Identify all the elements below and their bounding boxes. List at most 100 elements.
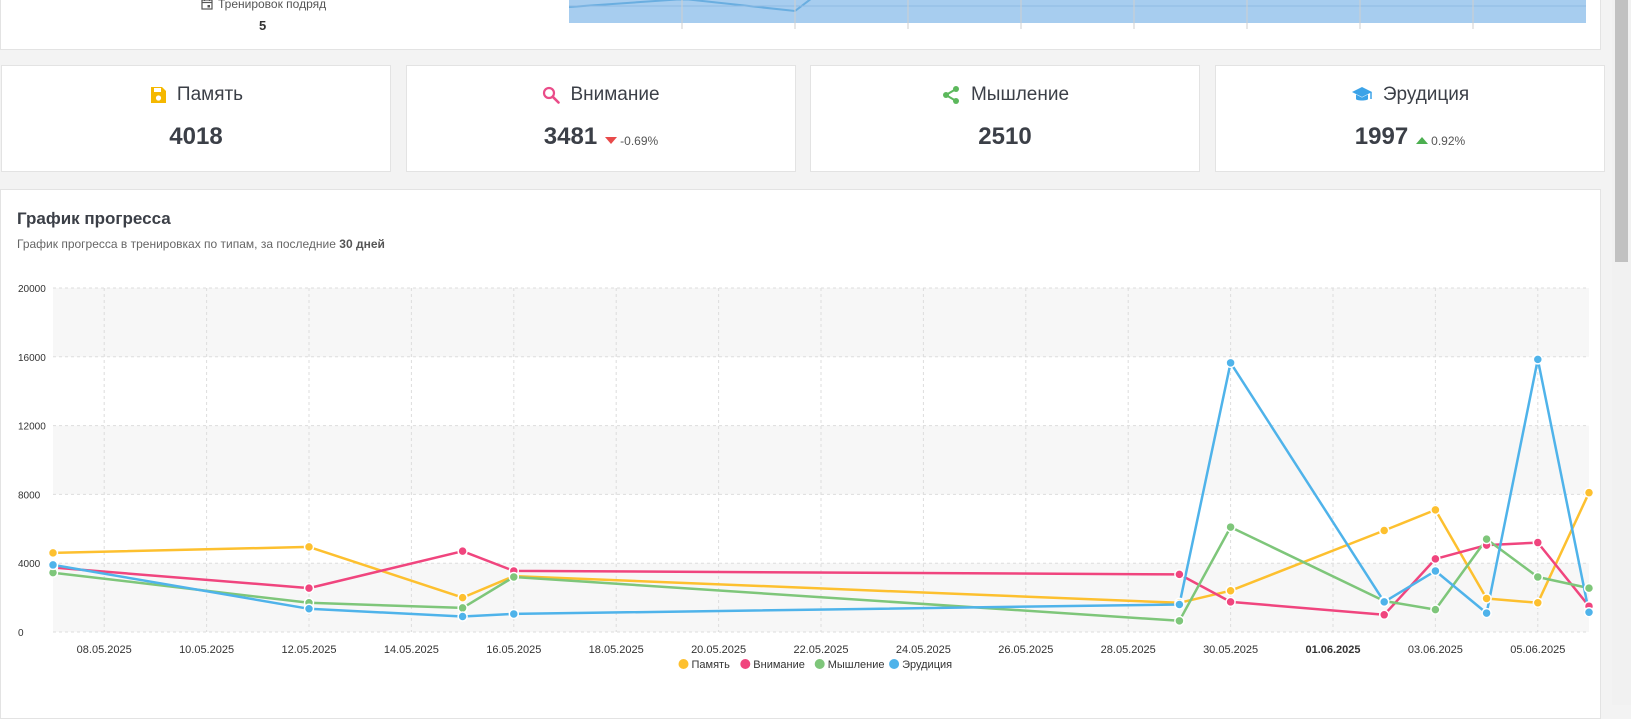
legend-label: Внимание [753, 659, 805, 671]
stat-label: Эрудиция [1382, 84, 1470, 105]
y-tick-label: 12000 [18, 422, 46, 433]
data-point [508, 608, 520, 620]
x-tick-label: 26.05.2025 [998, 644, 1053, 656]
data-point [303, 582, 315, 594]
chart-subtitle-text: График прогресса в тренировках по типам,… [17, 237, 340, 251]
grid-band [53, 425, 1589, 495]
data-point [457, 545, 468, 557]
x-tick-label: 20.05.2025 [691, 644, 746, 656]
trend-up-icon [1416, 137, 1429, 144]
chart-subtitle-period: 30 дней [339, 237, 385, 251]
stat-label: Внимание [570, 84, 660, 105]
stat-card-memory: Память 4018 [1, 65, 391, 172]
data-point [1532, 537, 1544, 548]
y-tick-label: 4000 [18, 559, 41, 570]
stat-change-value: 0.92% [1431, 133, 1466, 148]
progress-chart-panel: График прогресса График прогресса в трен… [0, 189, 1601, 719]
trend-down-icon [605, 137, 618, 144]
stat-value: 2510 [978, 123, 1032, 150]
data-point [1481, 533, 1492, 545]
data-point [1174, 599, 1185, 610]
page-scrollbar[interactable] [1612, 0, 1631, 705]
calendar-icon [201, 0, 213, 10]
scrollbar-thumb[interactable] [1615, 0, 1628, 262]
data-point [1532, 571, 1544, 583]
stat-value: 4018 [169, 123, 223, 150]
data-point [1378, 609, 1390, 621]
legend-marker [678, 659, 689, 669]
data-point [1481, 607, 1492, 619]
progress-line-chart: 0 4000 8000 12000 16000 20000 08.05.2025 10.05.… [18, 284, 1595, 671]
x-tick-label: 01.06.2025 [1305, 644, 1360, 656]
x-tick-label: 28.05.2025 [1101, 644, 1156, 656]
stat-change-value: -0.69% [620, 133, 659, 148]
graduation-cap-icon [1351, 87, 1372, 101]
legend-label: Мышление [828, 659, 885, 671]
data-point [1430, 604, 1441, 615]
stat-value: 1997 [1354, 123, 1409, 150]
search-icon [543, 86, 561, 104]
save-icon [150, 87, 166, 103]
stat-card-erudition: Эрудиция 1997 0.92% [1215, 65, 1605, 172]
y-tick-label: 0 [18, 628, 24, 639]
y-tick-label: 16000 [18, 353, 46, 364]
data-point [1583, 582, 1595, 594]
data-point [303, 541, 315, 553]
x-tick-label: 30.05.2025 [1203, 644, 1258, 656]
data-point [1225, 596, 1236, 608]
data-point [303, 603, 315, 615]
data-point [1481, 593, 1492, 604]
data-point [1583, 606, 1595, 618]
legend-label: Эрудиция [902, 659, 952, 671]
x-tick-label: 22.05.2025 [793, 644, 848, 656]
legend-marker [740, 659, 751, 669]
x-tick-label: 05.06.2025 [1510, 644, 1565, 656]
grid-band [53, 288, 1589, 357]
legend-label: Память [692, 659, 731, 671]
mini-area-chart [569, 0, 1586, 29]
stat-label: Мышление [970, 84, 1070, 105]
legend-marker [814, 659, 825, 669]
data-point [1225, 585, 1236, 596]
data-point [47, 559, 59, 571]
data-point [1225, 357, 1236, 369]
data-point [1430, 553, 1441, 565]
data-point [1378, 525, 1390, 536]
data-point [1174, 569, 1185, 580]
x-tick-label: 12.05.2025 [281, 644, 336, 656]
x-tick-label: 10.05.2025 [179, 644, 234, 656]
data-point [1378, 596, 1390, 608]
data-point [1532, 354, 1544, 365]
stat-label: Память [176, 84, 244, 105]
stat-change: 0.92% [1416, 134, 1465, 148]
x-tick-label: 08.05.2025 [77, 644, 132, 656]
x-tick-label: 24.05.2025 [896, 644, 951, 656]
data-point [508, 571, 520, 583]
data-point [1532, 597, 1544, 609]
legend-marker [889, 659, 900, 669]
data-point [47, 547, 59, 559]
chart-subtitle: График прогресса в тренировках по типам,… [17, 237, 385, 251]
streak-label: Тренировок подряд [201, 0, 326, 11]
streak-value: 5 [259, 18, 267, 33]
stat-card-thinking: Мышление 2510 [810, 65, 1200, 172]
top-stats-panel: Тренировок подряд 5 [0, 0, 1601, 50]
x-tick-label: 14.05.2025 [384, 644, 439, 656]
streak-label-text: Тренировок подряд [218, 0, 327, 11]
data-point [1430, 565, 1441, 577]
y-tick-label: 8000 [18, 490, 41, 501]
data-point [1430, 504, 1441, 516]
data-point [457, 592, 468, 603]
data-point [457, 611, 468, 622]
x-tick-label: 03.06.2025 [1408, 644, 1463, 656]
y-tick-label: 20000 [18, 284, 46, 295]
stat-change: -0.69% [605, 134, 658, 148]
data-point [1583, 487, 1595, 498]
x-tick-label: 18.05.2025 [589, 644, 644, 656]
data-point [457, 602, 468, 614]
stat-card-attention: Внимание 3481 -0.69% [406, 65, 796, 172]
chart-title: График прогресса [17, 209, 171, 228]
x-tick-label: 16.05.2025 [486, 644, 541, 656]
data-point [1225, 521, 1236, 533]
share-icon [942, 86, 959, 104]
